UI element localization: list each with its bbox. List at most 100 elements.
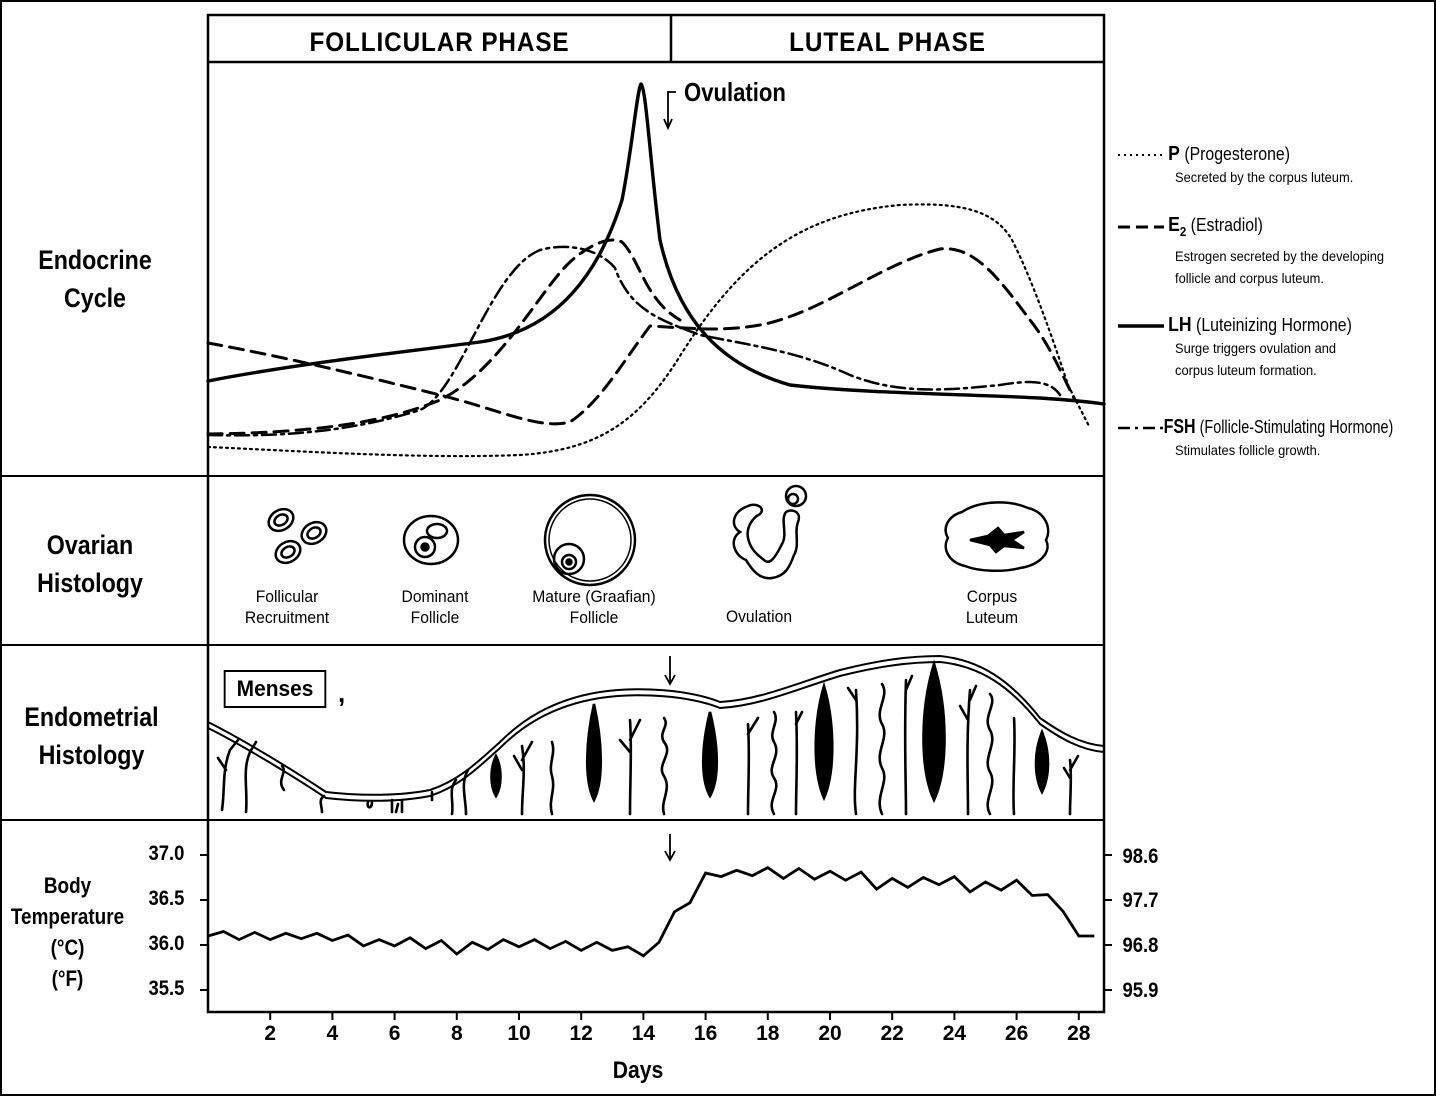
menses-label: Menses (223, 670, 327, 708)
stage-corpus-luteum: Corpus Luteum (941, 586, 1042, 628)
endocrine-label-line2: Cycle (64, 283, 126, 313)
stage-ovulation: Ovulation (708, 606, 809, 627)
legend-progesterone-symbol: P (1168, 143, 1180, 165)
stage-label-line1: Corpus (966, 587, 1018, 606)
celsius-tick: 37.0 (148, 842, 185, 865)
ovulation-icon (732, 484, 808, 580)
legend-estradiol-subscript: 2 (1179, 224, 1187, 239)
luteal-phase-label: LUTEAL PHASE (789, 27, 986, 57)
x-tick-label: 28 (1067, 1022, 1091, 1045)
endometrial-arrow (664, 656, 676, 686)
celsius-tick: 36.0 (148, 932, 185, 955)
progesterone-curve (206, 203, 1092, 458)
legend-progesterone-name: (Progesterone) (1184, 144, 1290, 164)
ovarian-histology-label: Ovarian Histology (13, 526, 168, 602)
legend-estradiol-letter: E (1168, 214, 1180, 236)
x-axis-title: Days (612, 1057, 664, 1084)
x-tick-label: 2 (264, 1022, 277, 1045)
legend-lh-desc-line1: Surge triggers ovulation and (1175, 340, 1337, 356)
legend-fsh-symbol: FSH (1163, 416, 1196, 438)
legend-estradiol-title: E2 (Estradiol) (1118, 214, 1398, 239)
legend-progesterone-desc: Secreted by the corpus luteum. (1175, 169, 1354, 185)
x-tick-label: 14 (631, 1022, 656, 1045)
endometrium-surface (207, 654, 1105, 802)
legend-estradiol: E2 (Estradiol) Estrogen secreted by the … (1118, 214, 1436, 289)
fahrenheit-tick: 97.7 (1122, 889, 1159, 912)
x-tick-label: 12 (569, 1022, 593, 1045)
x-tick-label: 22 (880, 1022, 904, 1045)
ovarian-label-line1: Ovarian (46, 530, 134, 560)
follicular-recruitment-icon (267, 507, 328, 565)
temperature-line (207, 865, 1095, 958)
ovulation-arrow (663, 91, 676, 131)
legend-estradiol-desc-line1: Estrogen secreted by the developing (1175, 248, 1385, 264)
stage-label-line2: Follicle (569, 608, 619, 627)
estradiol-early-curve (206, 238, 682, 436)
x-tick-label: 16 (693, 1022, 718, 1045)
body-temperature-label: Body Temperature (°C) (°F) (9, 870, 125, 994)
legend-fsh: FSH (Follicle-Stimulating Hormone) Stimu… (1118, 416, 1436, 461)
stage-label-line2: Follicle (410, 608, 460, 627)
endometrial-label-line2: Histology (38, 740, 145, 770)
stage-label-line1: Mature (Graafian) (532, 587, 656, 606)
legend-lh-symbol: LH (1168, 314, 1192, 336)
endometrial-histology-label: Endometrial Histology (13, 698, 170, 774)
graafian-follicle-icon (543, 493, 637, 587)
legend-lh: LH (Luteinizing Hormone) Surge triggers … (1118, 314, 1436, 381)
celsius-tick: 36.5 (148, 887, 185, 910)
temperature-label-fahrenheit: (°F) (51, 966, 84, 991)
fahrenheit-tick: 95.9 (1122, 979, 1159, 1002)
endocrine-curves (206, 82, 1106, 458)
stage-label-line1: Dominant (401, 587, 469, 606)
temperature-label-line2: Temperature (10, 904, 125, 929)
x-tick-label: 18 (756, 1022, 780, 1045)
legend-estradiol-name: (Estradiol) (1190, 215, 1263, 235)
legend-progesterone-title: P (Progesterone) (1118, 143, 1398, 166)
x-tick-label: 24 (942, 1022, 967, 1045)
x-ticks (269, 1012, 1080, 1020)
x-tick-label: 20 (818, 1022, 842, 1045)
endocrine-cycle-label: Endocrine Cycle (13, 241, 176, 317)
stage-label-line2: Recruitment (244, 608, 330, 627)
legend-progesterone: P (Progesterone) Secreted by the corpus … (1118, 143, 1436, 188)
x-tick-label: 6 (388, 1022, 401, 1045)
ovulation-label: Ovulation (684, 77, 786, 107)
endometrial-glands (216, 659, 1080, 816)
x-tick-label: 10 (507, 1022, 531, 1045)
y-ticks-right (1104, 854, 1112, 991)
menses-mark: , (338, 678, 346, 708)
legend-fsh-name: (Follicle-Stimulating Hormone) (1199, 417, 1394, 437)
dominant-follicle-icon (402, 514, 460, 566)
temperature-label-line1: Body (43, 873, 92, 898)
endocrine-label-line1: Endocrine (38, 245, 152, 275)
stage-graafian-follicle: Mature (Graafian) Follicle (520, 586, 667, 628)
temperature-label-celsius: (°C) (50, 935, 85, 960)
legend-fsh-title: FSH (Follicle-Stimulating Hormone) (1118, 416, 1394, 439)
follicular-phase-label: FOLLICULAR PHASE (309, 27, 570, 57)
x-tick-label: 8 (450, 1022, 463, 1045)
stage-dominant-follicle: Dominant Follicle (384, 586, 485, 628)
endometrial-label-line1: Endometrial (24, 702, 159, 732)
fsh-curve (206, 245, 1062, 437)
fahrenheit-tick: 98.6 (1122, 845, 1159, 868)
legend-lh-title: LH (Luteinizing Hormone) (1118, 314, 1398, 337)
ovarian-label-line2: Histology (37, 568, 143, 598)
legend-lh-desc-line2: corpus luteum formation. (1175, 362, 1317, 378)
legend-estradiol-desc-line2: follicle and corpus luteum. (1175, 270, 1324, 286)
legend-estradiol-symbol: E2 (1168, 214, 1187, 239)
x-tick-label: 26 (1004, 1022, 1029, 1045)
x-tick-label: 4 (326, 1022, 339, 1045)
plot-frame (206, 13, 1106, 1014)
legend-swatches (1118, 154, 1164, 430)
celsius-tick: 35.5 (148, 977, 185, 1000)
stage-label-line2: Luteum (965, 608, 1019, 627)
fahrenheit-tick: 96.8 (1122, 934, 1159, 957)
estradiol-curve (206, 247, 1077, 426)
corpus-luteum-icon (944, 501, 1050, 572)
legend-lh-name: (Luteinizing Hormone) (1196, 315, 1352, 335)
lh-curve (206, 82, 1106, 406)
stage-follicular-recruitment: Follicular Recruitment (227, 586, 347, 628)
